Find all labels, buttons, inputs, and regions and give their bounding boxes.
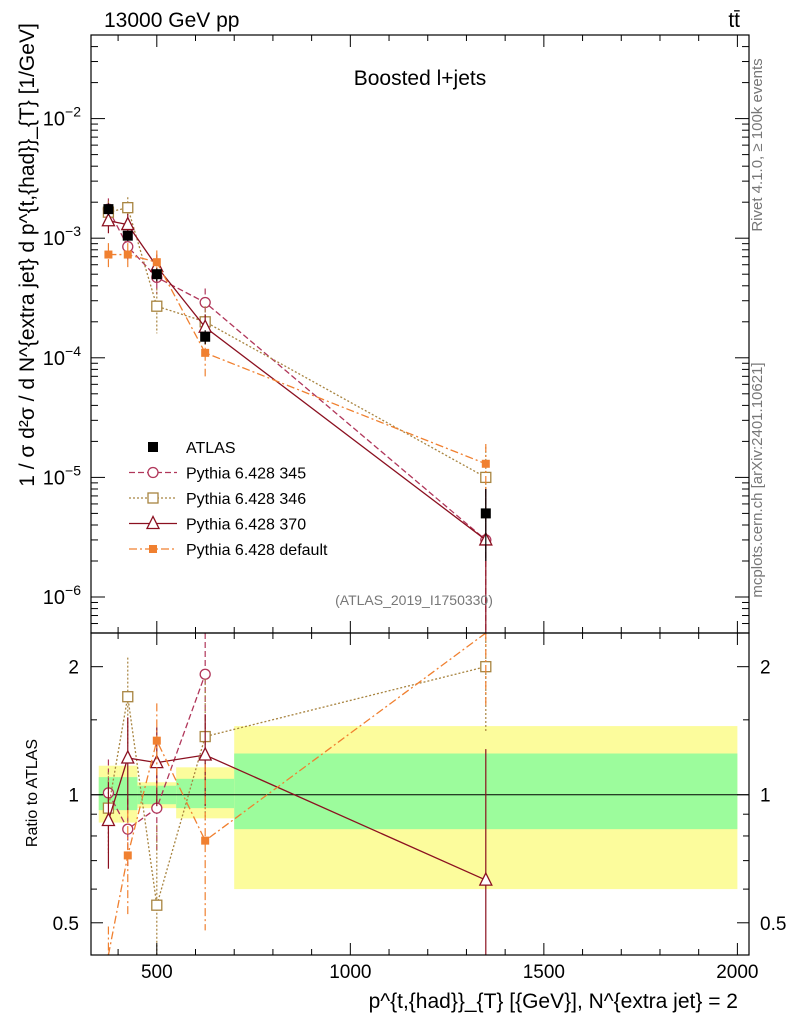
y-tick-label-4: 10−6 (43, 582, 81, 609)
main-point-atlas-3 (200, 331, 211, 342)
legend-entry-pythia-6-428-345: Pythia 6.428 345 (129, 466, 306, 483)
series-layer (101, 197, 493, 956)
ratio-bands (98, 726, 738, 890)
labels: 500 1000 1500 2000 10−2 10−3 10−4 10−5 10−6 0.5 0.… (16, 9, 786, 1013)
main-point-atlas-4 (480, 508, 491, 519)
main-point-atlas-1 (122, 230, 133, 241)
legend-label-pythia-6-428-370: Pythia 6.428 370 (186, 517, 306, 534)
ratio-axis-label: Ratio to ATLAS (24, 739, 41, 847)
ratio-point-pythia-6-428-345-3 (199, 668, 211, 680)
main-point-pythia-6-428-346-2 (151, 300, 163, 312)
main-series-pythia-6-428-default (104, 243, 490, 489)
x-tick-label-1000: 1000 (329, 962, 371, 983)
y-tick-label-2: 10−4 (43, 343, 81, 370)
main-point-pythia-6-428-345-3 (199, 296, 211, 309)
legend: ATLAS Pythia 6.428 345 Pythia 6.428 346 Pyt… (129, 440, 328, 559)
main-point-atlas-2 (151, 269, 162, 280)
legend-label-pythia-6-428-default: Pythia 6.428 default (186, 542, 328, 559)
main-point-pythia-6-428-default-4 (481, 459, 490, 468)
process-label: tt̄ (728, 9, 740, 32)
main-point-pythia-6-428-370-0 (101, 212, 116, 227)
main-series-pythia-6-428-345 (102, 198, 492, 633)
ratio-point-pythia-6-428-default-3 (201, 836, 210, 845)
main-point-pythia-6-428-default-2 (152, 258, 161, 267)
ratio-y-tick-right-0: 0.5 (760, 914, 786, 935)
legend-entry-pythia-6-428-default: Pythia 6.428 default (129, 542, 328, 559)
main-line-pythia-6-428-346 (108, 206, 487, 478)
legend-entry-pythia-6-428-346: Pythia 6.428 346 (129, 491, 306, 508)
legend-entry-pythia-6-428-370: Pythia 6.428 370 (129, 515, 306, 534)
ratio-point-pythia-6-428-370-3 (198, 746, 213, 761)
ratio-point-pythia-6-428-370-1 (120, 749, 135, 764)
legend-entry-atlas: ATLAS (148, 440, 236, 457)
x-tick-label-2000: 2000 (716, 962, 758, 983)
main-point-pythia-6-428-346-1 (122, 202, 134, 214)
main-point-atlas-0 (103, 204, 114, 215)
ratio-point-pythia-6-428-370-0 (101, 812, 116, 827)
legend-marker-pythia-6-428-346 (147, 492, 159, 504)
ratio-y-tick-right-1: 1 (760, 786, 771, 807)
ratio-point-pythia-6-428-default-2 (152, 736, 161, 745)
ratio-point-pythia-6-428-370-4 (478, 871, 493, 886)
energy-label: 13000 GeV pp (104, 9, 239, 32)
legend-label-pythia-6-428-346: Pythia 6.428 346 (186, 491, 306, 508)
main-point-pythia-6-428-default-1 (123, 250, 132, 259)
legend-marker-pythia-6-428-370 (145, 515, 161, 530)
ratio-point-pythia-6-428-346-2 (151, 899, 163, 911)
legend-label-pythia-6-428-345: Pythia 6.428 345 (186, 466, 306, 483)
ratio-frame (90, 632, 750, 956)
x-tick-label-1500: 1500 (523, 962, 565, 983)
main-series-atlas (103, 203, 491, 561)
ratio-point-pythia-6-428-346-1 (122, 691, 134, 703)
legend-label-atlas: ATLAS (186, 440, 236, 457)
chart-title: Boosted l+jets (354, 67, 487, 90)
y-tick-label-1: 10−3 (43, 223, 81, 250)
ratio-series-pythia-6-428-default (107, 632, 487, 956)
x-axis-label: p^{t,{had}}_{T} [{GeV}], N^{extra jet} =… (369, 990, 738, 1013)
rivet-label: Rivet 4.1.0, ≥ 100k events (749, 58, 766, 231)
ratio-y-tick-left-2: 2 (68, 658, 79, 679)
mcplots-label: mcplots.cern.ch [arXiv:2401.10621] (749, 362, 766, 597)
y-tick-label-0: 10−2 (43, 104, 81, 131)
main-line-pythia-6-428-default (108, 253, 487, 465)
ratio-y-tick-left-1: 1 (68, 786, 79, 807)
analysis-label: (ATLAS_2019_I1750330) (335, 592, 493, 608)
ratio-line-pythia-6-428-345 (107, 674, 206, 831)
ticks (91, 34, 749, 955)
legend-marker-pythia-6-428-345 (147, 466, 159, 479)
y-axis-label: 1 / σ d²σ / d N^{extra jet} d p^{t,{had}… (16, 23, 39, 487)
ratio-y-tick-left-0: 0.5 (53, 914, 79, 935)
frames (90, 34, 750, 956)
legend-marker-pythia-6-428-default (149, 545, 157, 553)
legend-marker-atlas (148, 442, 158, 452)
main-point-pythia-6-428-default-0 (104, 250, 113, 259)
x-tick-label-500: 500 (141, 962, 173, 983)
ratio-point-pythia-6-428-default-1 (123, 851, 132, 860)
y-tick-label-3: 10−5 (43, 462, 81, 489)
main-point-pythia-6-428-370-1 (120, 216, 135, 231)
main-point-pythia-6-428-default-3 (201, 348, 210, 357)
ratio-y-tick-right-2: 2 (760, 658, 771, 679)
